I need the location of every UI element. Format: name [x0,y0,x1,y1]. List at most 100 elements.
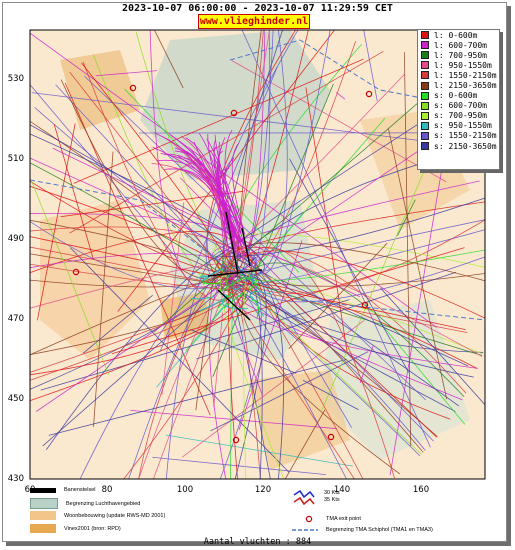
flight-track [161,202,185,395]
flight-track [163,153,236,255]
housing-swatch [30,511,56,520]
tma-exit-point-marker [361,301,369,309]
flight-track [235,219,485,281]
airport-boundary-swatch [30,498,58,509]
flight-track [185,152,245,246]
flight-track [201,168,229,259]
flight-track [53,124,94,260]
flight-track [93,151,114,427]
legend-label: s: 600-700m [434,101,487,111]
legend-swatch [421,61,429,70]
flight-track [214,109,440,260]
legend-swatch [421,101,429,110]
flight-track [210,351,369,432]
legend-label: l: 950-1550m [434,60,492,70]
flight-track [403,52,412,446]
x-tick-label: 120 [255,485,271,495]
key-runway: Banenstelsel [30,487,96,493]
legend-item: l: 1550-2150m [418,70,499,80]
wind-30-label: 30 Kts [324,490,340,496]
flight-track [241,288,401,475]
flight-track [30,32,438,328]
flight-track [189,147,246,255]
key-airport-boundary: Begrenzing Luchthavengebied [30,498,140,509]
flight-track [30,253,243,287]
flight-track [69,71,234,294]
vlieghinder-link[interactable]: www.vlieghinder.nl [198,14,310,29]
flight-track [218,200,352,428]
vinex-swatch [30,524,56,533]
flight-track [165,434,353,467]
flight-track [199,133,229,235]
flight-track [153,65,462,333]
flight-track [31,181,110,375]
flight-track [231,60,447,183]
flight-track [213,139,241,260]
flight-track [153,132,242,241]
flight-track [214,134,244,236]
legend-item: s: 1550-2150m [418,131,499,141]
flight-track [135,31,223,257]
flight-track [185,137,240,248]
flight-track [237,30,262,280]
flight-track [248,246,395,479]
flight-track [30,84,177,258]
flight-track [34,107,244,258]
flight-track [73,58,364,184]
flight-track [111,247,465,355]
tma-exit-point-marker [232,436,240,444]
tma-exit-point-marker [72,268,80,276]
flight-track [60,79,238,280]
flight-track [363,30,378,102]
flight-track [70,247,290,473]
flight-track [152,456,326,476]
flight-track [221,73,405,258]
housing-area-south [250,370,350,470]
flight-track [229,272,478,369]
flight-track [174,147,235,238]
tma-exit-point-marker [365,90,373,98]
flight-track [40,299,350,391]
y-tick-label: 470 [8,314,24,324]
flight-track [254,262,451,420]
flight-track [213,233,485,275]
runway-swatch [30,487,56,493]
flight-track [69,50,384,234]
flight-track [209,149,242,235]
y-axis: 530 510 490 470 450 430 [8,74,24,484]
y-tick-label: 490 [8,234,24,244]
legend-item: s: 600-700m [418,101,499,111]
flight-track [243,274,252,479]
flight-track [153,30,184,89]
key-wind: 30 Kts 35 Kts [292,489,340,505]
x-tick-label: 160 [413,485,429,495]
legend-swatch [421,121,429,130]
legend-swatch [421,131,429,140]
flight-track [218,197,485,257]
legend-swatch [421,81,429,90]
wind-icon [293,489,315,505]
key-airport-boundary-label: Begrenzing Luchthavengebied [66,500,141,507]
flight-track [195,272,215,411]
key-vinex: Vinex2001 (bron: RPD) [30,524,121,533]
flight-track [336,92,346,100]
flight-track [30,236,466,331]
x-tick-label: 140 [334,485,350,495]
legend-swatch [421,111,429,120]
key-tma-exit-label: TMA exit point [326,516,361,522]
flight-track [397,199,416,236]
flight-track [196,271,457,360]
flight-track [83,294,153,354]
legend-swatch [421,31,429,40]
tma-exit-icon [305,515,313,523]
flight-track [223,292,244,309]
flight-track [302,379,359,411]
flight-track [241,277,257,291]
map-key: Banenstelsel Begrenzing Luchthavengebied… [30,485,485,539]
flight-track [92,54,229,291]
legend-item: s: 950-1550m [418,121,499,131]
key-housing-label: Woonbebouwing (update RWS-MD 2001) [64,512,166,519]
flight-tracks [30,30,485,479]
tma-boundary-icon [292,529,318,531]
key-tma-boundary: Begrenzing TMA Schiphol (TMA1 en TMA3) [292,527,433,533]
